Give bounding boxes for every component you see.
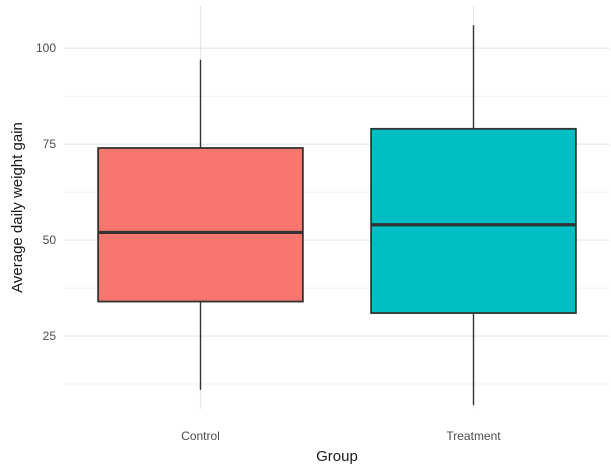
y-tick-label-25: 25 [43, 329, 57, 343]
y-tick-label-50: 50 [43, 233, 57, 247]
y-axis-title: Average daily weight gain [9, 122, 26, 293]
y-tick-label-75: 75 [43, 137, 57, 151]
x-tick-label-control: Control [181, 429, 220, 443]
box-layer [97, 25, 577, 406]
label-layer: 25 50 75 100 Control Treatment [36, 41, 501, 443]
box-treatment [370, 127, 577, 314]
x-axis-title: Group [316, 448, 358, 465]
y-tick-label-100: 100 [36, 41, 56, 55]
box-control [97, 147, 304, 303]
x-tick-label-treatment: Treatment [446, 429, 501, 443]
